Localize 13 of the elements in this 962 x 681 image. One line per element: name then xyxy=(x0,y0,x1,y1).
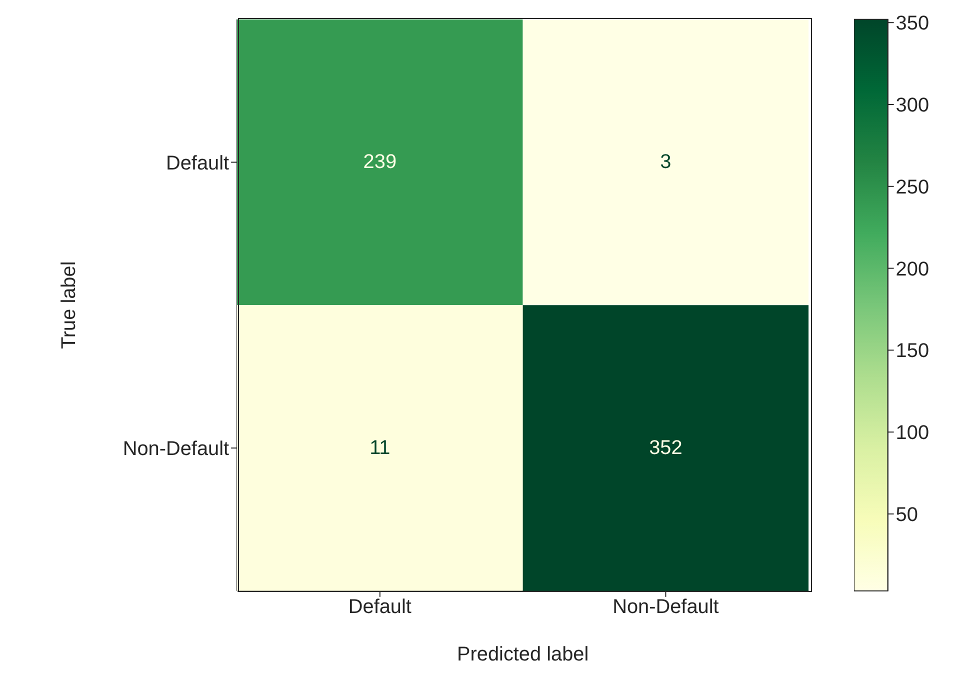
color-bar-label: 200 xyxy=(896,258,930,280)
color-bar-label: 350 xyxy=(896,12,930,35)
color-bar-label: 100 xyxy=(896,422,930,444)
data-label: 239 xyxy=(363,151,397,174)
color-bar-label: 150 xyxy=(896,340,930,362)
color-bar-label: 50 xyxy=(896,504,918,526)
color-bar-label: 250 xyxy=(896,176,930,198)
color-bar-label: 300 xyxy=(896,94,930,117)
x-axis-title: Predicted label xyxy=(456,644,589,666)
y-axis-title: True label xyxy=(58,261,80,350)
data-label: 3 xyxy=(660,151,672,174)
data-label: 11 xyxy=(370,437,390,460)
data-label: 352 xyxy=(649,437,682,460)
